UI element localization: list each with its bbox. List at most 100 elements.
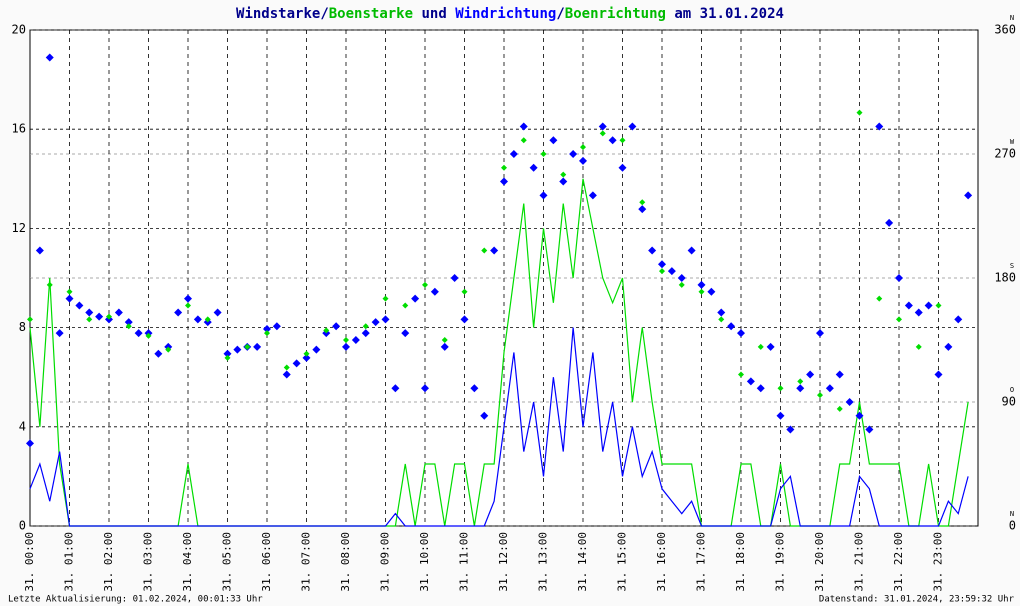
y2-tick-label: 180: [994, 271, 1016, 285]
direction-point: [776, 411, 785, 420]
footer-right: Datenstand: 31.01.2024, 23:59:32 Uhr: [819, 595, 1015, 605]
direction-point: [856, 109, 863, 116]
direction-point: [124, 318, 133, 327]
direction-point: [233, 345, 242, 354]
y2-tick-label: 90: [1002, 395, 1016, 409]
y-tick-label: 8: [19, 320, 26, 334]
direction-point: [915, 343, 922, 350]
direction-point: [539, 191, 548, 200]
direction-point: [836, 405, 843, 412]
direction-point: [174, 308, 183, 317]
direction-point: [184, 294, 192, 303]
direction-point: [282, 370, 291, 379]
direction-point: [746, 377, 755, 386]
direction-point: [895, 274, 903, 282]
x-tick-label: 31. 02:00: [102, 532, 115, 592]
direction-point: [95, 312, 104, 321]
x-tick-label: 31. 16:00: [655, 532, 668, 592]
direction-point: [924, 301, 933, 310]
direction-point: [362, 323, 369, 330]
direction-point: [806, 370, 815, 379]
direction-point: [501, 164, 507, 171]
direction-point: [519, 122, 528, 131]
direction-point: [35, 246, 44, 255]
direction-point: [343, 337, 349, 343]
direction-point: [264, 330, 270, 337]
direction-point: [835, 370, 844, 379]
direction-point: [678, 281, 685, 288]
x-tick-label: 31. 00:00: [23, 532, 36, 592]
x-tick-label: 31. 06:00: [260, 532, 273, 592]
x-tick-label: 31. 07:00: [300, 532, 313, 592]
direction-point: [876, 295, 883, 302]
direction-point: [223, 349, 232, 358]
direction-point: [904, 301, 913, 310]
direction-point: [401, 329, 410, 338]
direction-point: [382, 295, 389, 302]
direction-point: [450, 274, 459, 282]
direction-point: [65, 294, 74, 303]
y2-direction-label: S: [1010, 262, 1014, 270]
direction-point: [26, 439, 34, 448]
direction-point: [303, 350, 310, 357]
direction-point: [481, 247, 488, 254]
direction-point: [628, 122, 637, 131]
direction-point: [717, 308, 726, 317]
direction-point: [470, 384, 479, 393]
direction-point: [540, 151, 547, 157]
title-part: Windstarke: [236, 6, 320, 22]
direction-point: [332, 322, 341, 331]
direction-point: [421, 384, 429, 393]
direction-point: [738, 371, 744, 378]
direction-point: [954, 315, 963, 324]
direction-point: [855, 411, 864, 420]
title-part: Windrichtung: [455, 6, 556, 22]
direction-point: [896, 316, 902, 323]
direction-point: [402, 302, 409, 309]
direction-point: [756, 384, 765, 393]
direction-point: [244, 343, 251, 350]
direction-point: [816, 329, 824, 338]
direction-point: [292, 359, 301, 368]
direction-point: [817, 392, 823, 399]
direction-point: [154, 349, 163, 358]
title-part: und: [413, 6, 455, 22]
direction-point: [440, 342, 449, 351]
y2-direction-label: N: [1010, 510, 1014, 518]
y-tick-label: 4: [19, 419, 26, 433]
direction-point: [312, 345, 321, 354]
direction-point: [86, 316, 93, 323]
y2-tick-label: 0: [1009, 519, 1016, 533]
direction-point: [253, 342, 262, 351]
x-tick-label: 31. 22:00: [892, 532, 905, 592]
direction-point: [283, 364, 290, 371]
direction-point: [608, 136, 617, 145]
x-tick-label: 31. 18:00: [734, 532, 747, 592]
x-tick-label: 31. 21:00: [853, 532, 866, 592]
title-part: /: [556, 6, 564, 22]
direction-point: [549, 136, 558, 145]
direction-point: [411, 294, 420, 303]
x-tick-label: 31. 10:00: [418, 532, 431, 592]
direction-point: [618, 163, 627, 172]
direction-point: [460, 315, 469, 324]
x-tick-label: 31. 23:00: [932, 532, 945, 592]
direction-point: [520, 137, 527, 144]
direction-point: [796, 384, 805, 393]
direction-point: [845, 398, 854, 406]
direction-point: [361, 329, 370, 338]
direction-point: [145, 332, 152, 339]
direction-point: [786, 425, 795, 434]
direction-point: [935, 302, 942, 309]
y-tick-label: 16: [12, 122, 26, 136]
direction-point: [263, 324, 271, 333]
direction-point: [559, 177, 568, 186]
direction-point: [371, 318, 380, 327]
y-tick-label: 0: [19, 519, 26, 533]
direction-point: [500, 177, 508, 186]
direction-point: [658, 260, 666, 269]
y-tick-label: 12: [12, 221, 26, 235]
direction-point: [698, 288, 705, 295]
y2-direction-label: N: [1010, 14, 1014, 22]
